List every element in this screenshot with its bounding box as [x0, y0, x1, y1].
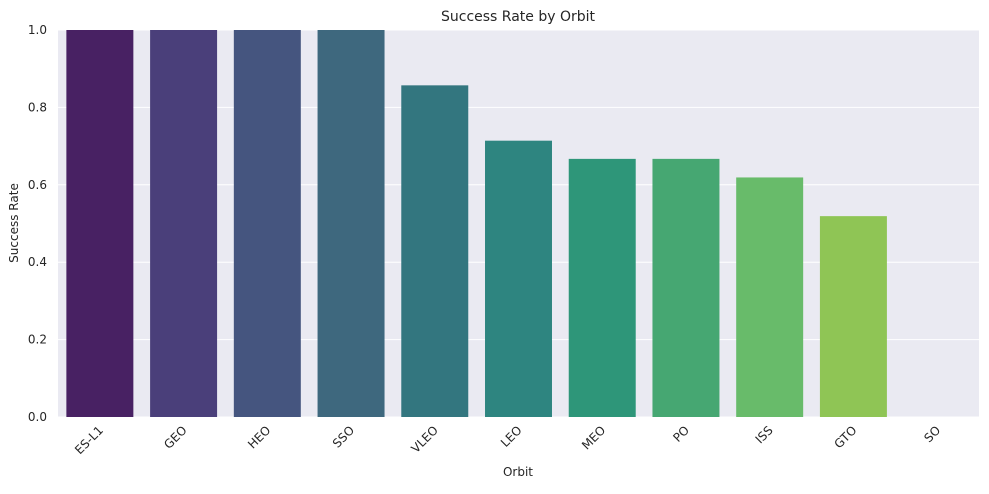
bar-gto — [819, 216, 887, 417]
y-tick-label: 0.2 — [28, 333, 47, 347]
x-tick-label: ISS — [753, 423, 776, 446]
x-tick-label: HEO — [245, 423, 273, 451]
bar-iss — [736, 177, 804, 417]
y-tick-label: 0.6 — [28, 178, 47, 192]
bar-heo — [233, 30, 301, 417]
y-tick-label: 0.8 — [28, 100, 47, 114]
x-tick-label: SO — [921, 423, 943, 445]
bar-po — [652, 158, 720, 417]
bar-es-l1 — [66, 30, 134, 417]
bar-vleo — [401, 85, 469, 417]
y-tick-labels: 0.0 0.2 0.4 0.6 0.8 1.0 — [28, 23, 47, 424]
x-tick-label: PO — [670, 423, 692, 445]
bar-leo — [485, 140, 552, 417]
x-tick-label: VLEO — [408, 423, 440, 455]
x-tick-label: MEO — [579, 423, 608, 452]
bars — [66, 30, 887, 417]
x-tick-label: GEO — [161, 423, 190, 452]
y-tick-label: 0.0 — [28, 410, 47, 424]
chart-title: Success Rate by Orbit — [441, 9, 596, 25]
bar-sso — [317, 30, 385, 417]
x-tick-label: SSO — [330, 423, 357, 450]
x-tick-label: GTO — [831, 423, 859, 451]
y-axis-title: Success Rate — [7, 183, 21, 263]
bar-meo — [568, 158, 636, 417]
y-tick-label: 1.0 — [28, 23, 47, 37]
x-tick-label: LEO — [498, 423, 525, 450]
bar-geo — [150, 30, 218, 417]
x-tick-label: ES-L1 — [72, 423, 106, 457]
y-tick-label: 0.4 — [28, 255, 47, 269]
x-tick-labels: ES-L1 GEO HEO SSO VLEO LEO MEO PO ISS GTO SO — [72, 423, 943, 457]
x-axis-title: Orbit — [503, 465, 533, 479]
